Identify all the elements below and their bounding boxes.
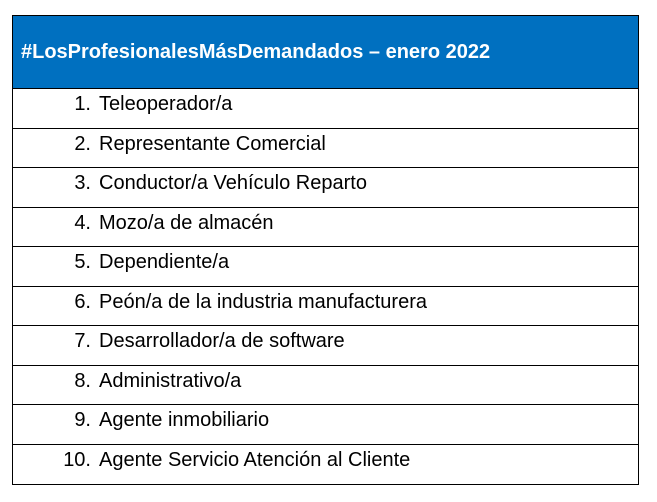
row-number: 2. <box>74 132 91 155</box>
table-row: 7. Desarrollador/a de software <box>13 326 638 366</box>
row-number: 10. <box>63 448 91 471</box>
row-number: 4. <box>74 211 91 234</box>
table-row: 5. Dependiente/a <box>13 247 638 287</box>
table-row: 9. Agente inmobiliario <box>13 405 638 445</box>
table-title: #LosProfesionalesMásDemandados – enero 2… <box>21 40 491 63</box>
table-row: 6. Peón/a de la industria manufacturera <box>13 287 638 326</box>
table-row: 4. Mozo/a de almacén <box>13 208 638 247</box>
row-number: 1. <box>74 93 91 115</box>
row-number: 5. <box>74 251 91 273</box>
professions-table: #LosProfesionalesMásDemandados – enero 2… <box>12 15 639 485</box>
table-row: 10. Agente Servicio Atención al Cliente <box>13 445 638 485</box>
row-label: Agente inmobiliario <box>99 409 270 431</box>
row-label: Representante Comercial <box>99 132 326 155</box>
row-label: Peón/a de la industria manufacturera <box>99 290 427 313</box>
row-label: Mozo/a de almacén <box>99 211 274 234</box>
table-row: 8. Administrativo/a <box>13 366 638 405</box>
row-label: Conductor/a Vehículo Reparto <box>99 172 367 194</box>
table-row: 3. Conductor/a Vehículo Reparto <box>13 168 638 208</box>
table-row: 1. Teleoperador/a <box>13 89 638 129</box>
row-number: 3. <box>74 172 91 194</box>
table-body: 1. Teleoperador/a 2. Representante Comercia… <box>13 89 638 484</box>
row-label: Administrativo/a <box>99 369 242 392</box>
table-header: #LosProfesionalesMásDemandados – enero 2… <box>13 16 638 89</box>
row-number: 8. <box>74 369 91 392</box>
row-number: 7. <box>74 330 91 352</box>
row-label: Dependiente/a <box>99 251 230 273</box>
table-row: 2. Representante Comercial <box>13 129 638 168</box>
row-number: 9. <box>74 409 91 431</box>
row-label: Teleoperador/a <box>99 93 233 115</box>
row-number: 6. <box>74 290 91 313</box>
row-label: Agente Servicio Atención al Cliente <box>99 448 411 471</box>
row-label: Desarrollador/a de software <box>99 330 345 352</box>
